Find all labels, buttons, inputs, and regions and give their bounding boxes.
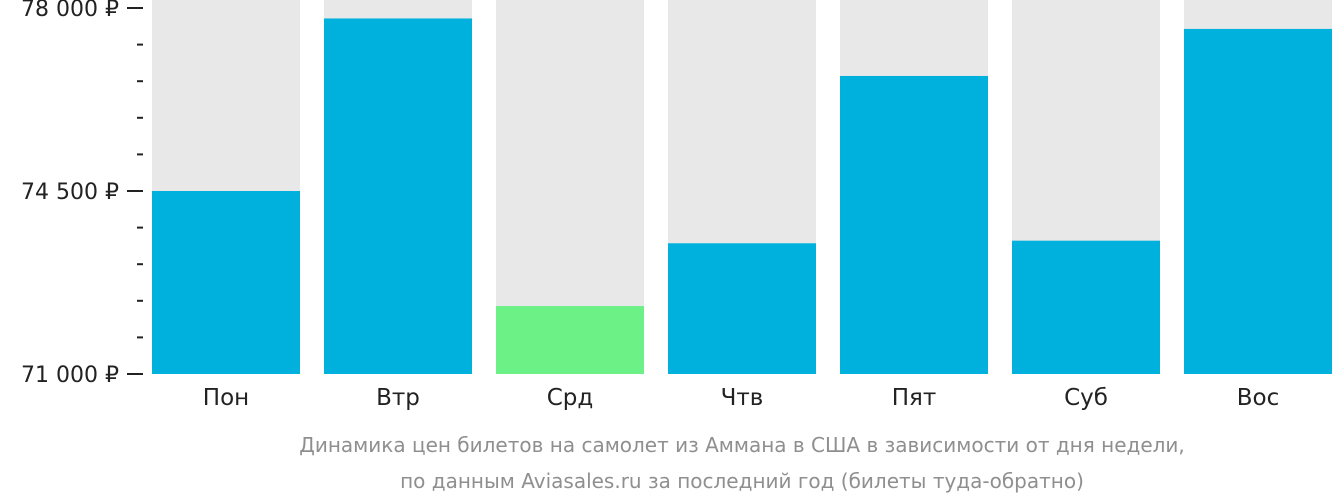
bar-5 bbox=[1012, 240, 1160, 374]
x-tick-label-5: Суб bbox=[1064, 385, 1108, 411]
bar-2 bbox=[496, 306, 644, 374]
y-tick-label-0: 71 000 ₽ bbox=[21, 363, 119, 388]
x-tick-label-4: Пят bbox=[892, 385, 937, 411]
x-tick-label-3: Чтв bbox=[721, 385, 764, 411]
bar-1 bbox=[324, 18, 472, 374]
bar-6 bbox=[1184, 28, 1332, 375]
chart-caption: Динамика цен билетов на самолет из Амман… bbox=[299, 433, 1185, 493]
caption-line-2: по данным Aviasales.ru за последний год … bbox=[400, 469, 1084, 493]
x-tick-label-2: Срд bbox=[547, 385, 594, 411]
y-axis: 71 000 ₽ 74 500 ₽ 78 000 ₽ bbox=[21, 0, 143, 388]
bar-layer bbox=[152, 18, 1332, 375]
x-tick-label-0: Пон bbox=[203, 385, 249, 411]
y-tick-label-2: 78 000 ₽ bbox=[21, 0, 119, 22]
x-tick-label-1: Втр bbox=[376, 385, 420, 411]
caption-line-1: Динамика цен билетов на самолет из Амман… bbox=[299, 433, 1185, 457]
bar-0 bbox=[152, 191, 300, 374]
x-axis-labels: Пон Втр Срд Чтв Пят Суб Вос bbox=[203, 385, 1279, 411]
bar-4 bbox=[840, 75, 988, 374]
bar-3 bbox=[668, 243, 816, 374]
y-tick-label-1: 74 500 ₽ bbox=[21, 180, 119, 205]
x-tick-label-6: Вос bbox=[1237, 385, 1280, 411]
